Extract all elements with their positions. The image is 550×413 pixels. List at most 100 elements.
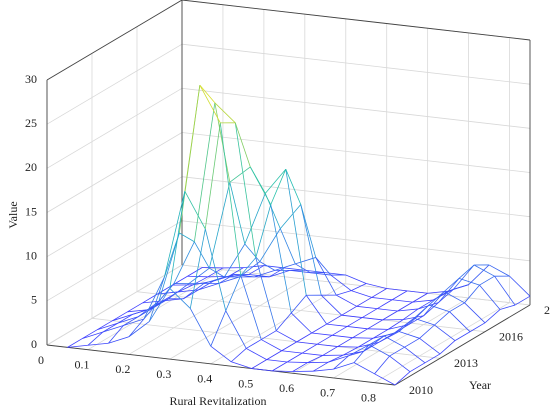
mesh-line [383,335,405,348]
mesh-line [132,309,149,315]
mesh-line [327,354,344,363]
mesh-line [259,261,276,271]
mesh-line [361,308,378,318]
mesh-line [424,353,441,364]
mesh-line [198,280,214,291]
mesh-line [412,299,434,303]
mesh-line [315,257,337,296]
mesh-line [97,320,113,330]
mesh-line [300,204,317,258]
mesh-line [225,275,242,311]
mesh-line [341,305,357,316]
mesh-line [351,290,372,298]
mesh-line [484,309,501,324]
mesh-line [372,329,389,339]
mesh-line [479,275,495,286]
mesh-line [312,361,329,372]
x-tick-label: 0.6 [279,381,294,395]
mesh-line [378,333,394,343]
mesh-line [210,310,227,347]
mesh-line [230,348,247,363]
mesh-line [251,368,273,372]
mesh-line [269,267,285,278]
mesh-line [374,355,390,375]
mesh-line [82,331,104,339]
mesh-line [219,122,242,276]
mesh-line [383,331,400,337]
mesh-line [158,232,180,302]
mesh-line [374,373,396,386]
mesh-line [296,341,318,345]
mesh-line [169,288,191,309]
mesh-line [434,311,450,326]
mesh-line [345,274,367,284]
mesh-line [438,288,454,303]
mesh-line [264,168,287,194]
mesh-line [341,314,363,318]
mesh-line [353,362,375,375]
mesh-line [143,301,160,320]
x-tick-label: 0.2 [115,362,130,376]
mesh-line [449,302,465,313]
mesh-line [274,263,296,271]
x-tick-label: 0.3 [156,367,171,381]
mesh-line [281,350,303,354]
mesh-line [458,277,480,286]
mesh-line [397,308,419,312]
mesh-line [255,204,272,258]
mesh-line [67,344,88,348]
x-tick-label: 0.5 [238,376,253,390]
grid-line [46,264,183,346]
mesh-line [261,339,282,352]
mesh-line [204,122,221,229]
mesh-line [281,341,297,352]
z-tick-label: 10 [25,248,37,262]
mesh-line [307,355,323,363]
mesh-line [143,277,165,320]
grid-line [181,43,531,85]
mesh-line [368,335,385,346]
mesh-line [356,305,378,310]
grid-line [46,132,183,213]
mesh-line [290,312,312,334]
mesh-line [276,330,297,343]
mesh-line [352,337,374,339]
mesh-line [102,322,119,333]
mesh-line [469,322,486,333]
mesh-line [244,243,261,262]
mesh-line [248,265,265,275]
mesh-line [123,316,139,326]
mesh-line [127,302,143,313]
mesh-line [356,297,372,307]
mesh-line [458,264,475,279]
x-tick-label: 0.4 [197,372,212,386]
mesh-line [112,311,128,322]
grid-line [181,176,531,218]
mesh-line [169,191,186,289]
mesh-line [275,312,292,331]
mesh-line [419,324,435,339]
mesh-line [428,291,445,306]
mesh-line [177,284,194,293]
mesh-line [295,257,316,265]
mesh-line [302,352,323,356]
mesh-line [347,326,368,330]
mesh-line [189,308,212,347]
grid-line [181,220,531,262]
y-tick-label: 2010 [409,383,433,397]
mesh-line [210,345,232,363]
mesh-line [301,343,318,354]
mesh-line [272,370,293,372]
mesh-line [394,371,411,386]
mesh-line [412,292,428,303]
z-tick-label: 15 [25,204,37,218]
mesh-line [193,102,216,242]
mesh-line [391,290,408,301]
mesh-line [108,336,130,344]
mesh-line [202,266,223,269]
axis-edge [46,344,396,386]
mesh-line [224,243,246,278]
mesh-line [316,334,333,345]
mesh-line [377,308,398,312]
mesh-line [464,284,480,304]
